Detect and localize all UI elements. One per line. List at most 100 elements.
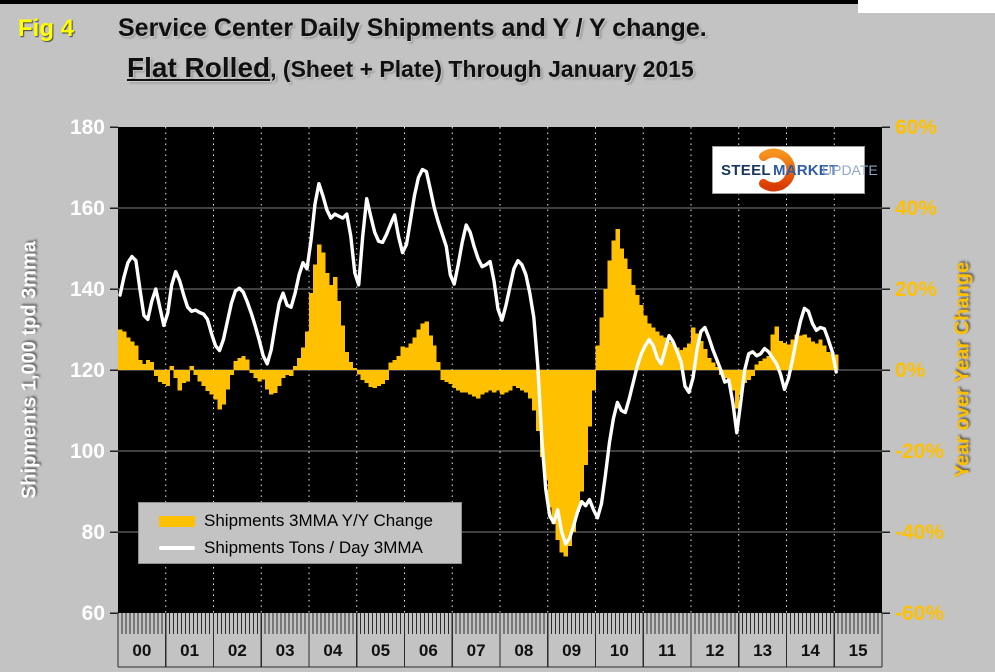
yy-change-bar (185, 370, 191, 382)
yy-change-bar (503, 370, 509, 393)
yy-change-bar (193, 370, 198, 375)
yy-change-bar (237, 357, 242, 370)
yy-change-bar (340, 325, 346, 370)
year-label: 02 (228, 641, 247, 660)
right-tick-label: 60% (895, 116, 937, 139)
steel-market-update-logo: STEEL MARKET UPDATE (712, 146, 878, 194)
yy-change-bar (324, 272, 330, 370)
logo-word-update: UPDATE (822, 162, 878, 178)
yy-change-bar (635, 295, 640, 370)
shipments-line (118, 167, 838, 546)
yy-change-bar (281, 370, 286, 379)
yy-change-bar (400, 346, 405, 370)
yy-change-bar (766, 356, 771, 370)
yy-change-bar (456, 370, 461, 391)
right-tick-label: 0% (895, 359, 926, 382)
right-tick-label: -40% (895, 521, 944, 544)
yy-change-bar (384, 370, 389, 381)
year-label: 09 (562, 641, 581, 660)
yy-change-bar (619, 248, 624, 370)
yy-change-bar (547, 370, 553, 508)
yy-change-bar (305, 331, 310, 370)
yy-change-bar (543, 370, 549, 480)
left-tick-label: 100 (70, 440, 105, 463)
yy-change-bar (129, 341, 135, 370)
yy-change-bar (137, 359, 143, 370)
legend-label-bars: Shipments 3MMA Y/Y Change (204, 511, 434, 530)
yy-change-bar (269, 370, 274, 395)
yy-change-bar (655, 331, 660, 370)
yy-change-bar (706, 357, 712, 370)
yy-change-bar (257, 370, 262, 382)
yy-change-bar (500, 370, 505, 395)
legend-item-line: Shipments Tons / Day 3MMA (159, 538, 423, 558)
yy-change-bar (579, 370, 584, 492)
right-tick-label: -60% (895, 602, 944, 625)
yy-change-bar (523, 370, 529, 393)
yy-change-bar (173, 370, 179, 379)
yy-change-bar (571, 370, 577, 532)
yy-change-bar (758, 361, 764, 370)
yy-change-bar (316, 244, 322, 370)
yy-change-bar (555, 370, 561, 541)
yy-change-bar (519, 370, 525, 391)
yy-change-bar (702, 348, 708, 370)
yy-change-bar (452, 370, 457, 389)
yy-change-bar (774, 326, 779, 370)
yy-change-bar (583, 370, 588, 466)
yy-change-bar (118, 329, 123, 370)
yy-change-bar (595, 345, 600, 370)
yy-change-bar (209, 370, 214, 395)
yy-change-bar (551, 370, 557, 524)
legend-item-bars: Shipments 3MMA Y/Y Change (159, 511, 433, 531)
yy-change-bar (830, 353, 835, 370)
yy-change-bar (754, 364, 760, 370)
yy-change-bar (396, 355, 401, 370)
year-label: 10 (610, 641, 629, 660)
bar-swatch-icon (159, 515, 195, 527)
yy-change-bar (834, 354, 839, 370)
logo-crescent-icon (759, 148, 796, 192)
yy-change-bar (133, 345, 139, 370)
yy-change-bar (480, 370, 485, 395)
yy-change-bar (631, 284, 636, 370)
legend-label-line: Shipments Tons / Day 3MMA (204, 538, 423, 557)
yy-change-bar (253, 370, 258, 379)
yy-change-bar (404, 347, 409, 370)
yy-change-bar (213, 370, 218, 400)
yy-change-bar (301, 347, 306, 370)
yy-change-bar (245, 359, 250, 370)
left-tick-label: 60 (82, 602, 105, 625)
yy-change-bar (818, 339, 823, 370)
yy-change-bar (746, 370, 752, 381)
chart-subtitle-product: Flat Rolled (127, 52, 271, 83)
yy-change-bar (277, 370, 282, 387)
yy-change-bar (472, 370, 477, 397)
year-label: 06 (419, 641, 438, 660)
year-label: 07 (467, 641, 486, 660)
yy-change-bar (675, 347, 680, 370)
yy-change-bar (802, 334, 807, 370)
yy-change-bar (464, 370, 469, 393)
right-tick-label: -20% (895, 440, 944, 463)
yy-change-bar (738, 370, 744, 396)
right-tick-label: 40% (895, 197, 937, 220)
yy-change-bar (293, 365, 298, 370)
yy-change-bar (511, 370, 517, 387)
yy-change-bar (265, 370, 270, 390)
yy-change-bar (336, 301, 342, 370)
yy-change-bar (806, 337, 811, 370)
yy-change-bar (647, 323, 652, 370)
line-swatch-icon (159, 546, 195, 550)
yy-change-bar (205, 370, 210, 392)
yy-change-bar (484, 370, 489, 393)
figure-number: Fig 4 (18, 15, 75, 42)
yy-change-bar (488, 370, 493, 391)
yy-change-bar (225, 370, 230, 390)
yy-change-bar (320, 252, 326, 370)
yy-change-bar (496, 370, 501, 391)
chart-subtitle: Flat Rolled, (Sheet + Plate) Through Jan… (127, 52, 694, 84)
yy-change-bar (412, 337, 417, 370)
yy-change-bar (639, 305, 644, 370)
